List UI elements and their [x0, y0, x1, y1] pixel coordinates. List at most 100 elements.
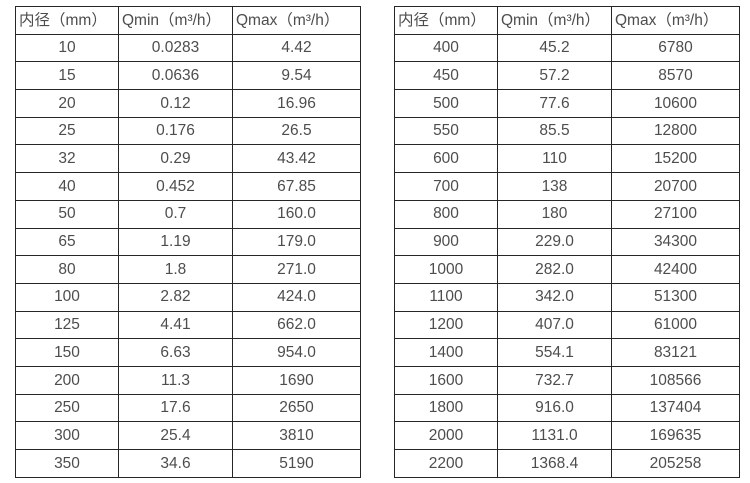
table-row: 1000 282.0 42400 — [394, 255, 740, 284]
table-row: 10 0.0283 4.42 — [15, 33, 361, 63]
table-row: 40 0.452 67.85 — [15, 172, 361, 201]
cell-diameter: 10 — [15, 33, 119, 63]
cell-diameter: 250 — [15, 393, 119, 423]
cell-qmin: 1131.0 — [497, 421, 612, 450]
cell-qmin: 17.6 — [118, 393, 233, 423]
table-row: 2200 1368.4 205258 — [394, 449, 740, 478]
header-qmax: Qmax（m³/h） — [611, 6, 740, 35]
cell-diameter: 150 — [15, 338, 119, 367]
cell-qmax: 2650 — [232, 393, 361, 423]
header-row: 内径（mm） Qmin（m³/h） Qmax（m³/h） — [394, 6, 740, 35]
cell-qmin: 732.7 — [497, 365, 612, 395]
cell-qmax: 6780 — [611, 33, 740, 63]
table-row: 32 0.29 43.42 — [15, 144, 361, 174]
cell-qmax: 9.54 — [232, 61, 361, 91]
table-row: 900 229.0 34300 — [394, 227, 740, 257]
cell-qmin: 4.41 — [118, 310, 233, 340]
cell-qmin: 11.3 — [118, 365, 233, 395]
cell-qmax: 12800 — [611, 116, 740, 146]
table-row: 1100 342.0 51300 — [394, 282, 740, 312]
cell-diameter: 2000 — [394, 421, 498, 450]
cell-diameter: 400 — [394, 33, 498, 63]
table-row: 450 57.2 8570 — [394, 61, 740, 91]
cell-qmin: 0.0283 — [118, 33, 233, 63]
table-row: 600 110 15200 — [394, 144, 740, 174]
table-row: 400 45.2 6780 — [394, 33, 740, 63]
table-row: 125 4.41 662.0 — [15, 310, 361, 340]
cell-qmax: 662.0 — [232, 310, 361, 340]
cell-qmin: 282.0 — [497, 255, 612, 284]
table-row: 1800 916.0 137404 — [394, 393, 740, 423]
header-qmin: Qmin（m³/h） — [497, 6, 612, 35]
cell-qmin: 180 — [497, 199, 612, 229]
cell-qmin: 57.2 — [497, 61, 612, 91]
cell-qmin: 25.4 — [118, 421, 233, 450]
cell-diameter: 32 — [15, 144, 119, 174]
cell-qmin: 1.8 — [118, 255, 233, 284]
flow-rate-tables: 内径（mm） Qmin（m³/h） Qmax（m³/h） 10 0.0283 4.4… — [15, 6, 740, 478]
cell-diameter: 25 — [15, 116, 119, 146]
cell-qmin: 554.1 — [497, 338, 612, 367]
cell-qmax: 1690 — [232, 365, 361, 395]
cell-qmin: 110 — [497, 144, 612, 174]
cell-diameter: 1000 — [394, 255, 498, 284]
table-row: 100 2.82 424.0 — [15, 282, 361, 312]
cell-qmax: 108566 — [611, 365, 740, 395]
table-row: 700 138 20700 — [394, 172, 740, 201]
table-row: 80 1.8 271.0 — [15, 255, 361, 284]
table-row: 50 0.7 160.0 — [15, 199, 361, 229]
cell-qmax: 271.0 — [232, 255, 361, 284]
cell-diameter: 600 — [394, 144, 498, 174]
cell-diameter: 20 — [15, 89, 119, 118]
flow-rate-table-right: 内径（mm） Qmin（m³/h） Qmax（m³/h） 400 45.2 6780… — [394, 6, 740, 478]
cell-diameter: 1400 — [394, 338, 498, 367]
cell-diameter: 65 — [15, 227, 119, 257]
cell-qmax: 424.0 — [232, 282, 361, 312]
cell-qmin: 0.29 — [118, 144, 233, 174]
cell-qmin: 407.0 — [497, 310, 612, 340]
cell-qmax: 179.0 — [232, 227, 361, 257]
cell-diameter: 200 — [15, 365, 119, 395]
flow-rate-table-left: 内径（mm） Qmin（m³/h） Qmax（m³/h） 10 0.0283 4.4… — [15, 6, 361, 478]
cell-qmax: 160.0 — [232, 199, 361, 229]
table-row: 150 6.63 954.0 — [15, 338, 361, 367]
cell-diameter: 800 — [394, 199, 498, 229]
header-row: 内径（mm） Qmin（m³/h） Qmax（m³/h） — [15, 6, 361, 35]
cell-qmin: 916.0 — [497, 393, 612, 423]
cell-qmax: 83121 — [611, 338, 740, 367]
cell-diameter: 40 — [15, 172, 119, 201]
table-row: 800 180 27100 — [394, 199, 740, 229]
header-diameter: 内径（mm） — [394, 6, 498, 35]
cell-qmax: 34300 — [611, 227, 740, 257]
cell-diameter: 900 — [394, 227, 498, 257]
table-row: 350 34.6 5190 — [15, 449, 361, 478]
table-body-right: 400 45.2 6780 450 57.2 8570 500 77.6 10600 550 85.… — [394, 33, 740, 478]
header-diameter: 内径（mm） — [15, 6, 119, 35]
cell-qmax: 16.96 — [232, 89, 361, 118]
cell-qmax: 27100 — [611, 199, 740, 229]
cell-qmax: 15200 — [611, 144, 740, 174]
cell-diameter: 500 — [394, 89, 498, 118]
cell-qmin: 45.2 — [497, 33, 612, 63]
cell-qmin: 138 — [497, 172, 612, 201]
header-qmax: Qmax（m³/h） — [232, 6, 361, 35]
cell-diameter: 50 — [15, 199, 119, 229]
cell-qmin: 0.7 — [118, 199, 233, 229]
cell-qmax: 137404 — [611, 393, 740, 423]
cell-diameter: 80 — [15, 255, 119, 284]
cell-qmin: 77.6 — [497, 89, 612, 118]
cell-qmax: 169635 — [611, 421, 740, 450]
table-row: 500 77.6 10600 — [394, 89, 740, 118]
cell-diameter: 1100 — [394, 282, 498, 312]
table-row: 1400 554.1 83121 — [394, 338, 740, 367]
cell-qmin: 34.6 — [118, 449, 233, 478]
cell-qmin: 229.0 — [497, 227, 612, 257]
cell-qmax: 51300 — [611, 282, 740, 312]
table-row: 200 11.3 1690 — [15, 365, 361, 395]
cell-qmax: 61000 — [611, 310, 740, 340]
table-row: 25 0.176 26.5 — [15, 116, 361, 146]
cell-qmax: 10600 — [611, 89, 740, 118]
table-row: 20 0.12 16.96 — [15, 89, 361, 118]
table-row: 15 0.0636 9.54 — [15, 61, 361, 91]
cell-qmax: 67.85 — [232, 172, 361, 201]
